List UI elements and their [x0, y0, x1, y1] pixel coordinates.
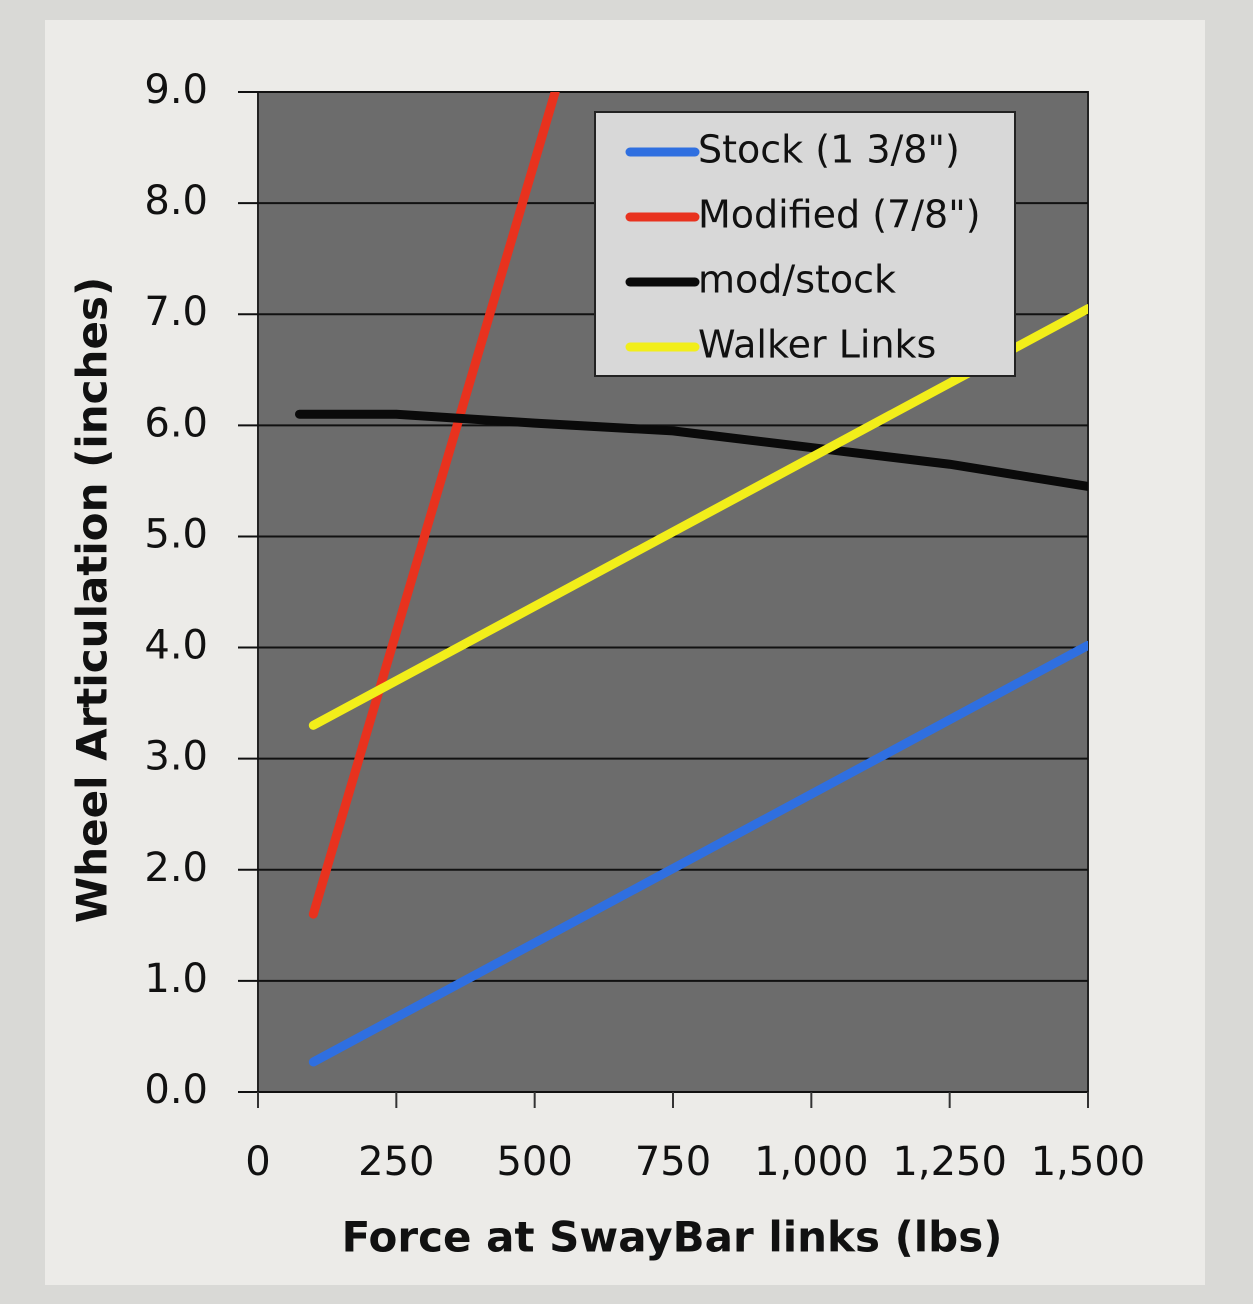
y-tick-label: 0.0	[144, 1067, 208, 1113]
x-tick-label: 250	[358, 1139, 434, 1185]
x-tick-label: 1,000	[754, 1139, 869, 1185]
y-tick-label: 1.0	[144, 956, 208, 1002]
y-tick-label: 9.0	[144, 67, 208, 113]
x-tick-label: 500	[496, 1139, 572, 1185]
y-tick-label: 6.0	[144, 400, 208, 446]
y-tick-label: 2.0	[144, 845, 208, 891]
series-line	[308, 92, 560, 919]
x-tick-label: 0	[245, 1139, 270, 1185]
y-tick-label: 7.0	[144, 289, 208, 335]
x-tick-label: 750	[635, 1139, 711, 1185]
y-tick-label: 4.0	[144, 623, 208, 669]
x-tick-label: 1,250	[892, 1139, 1007, 1185]
series-line	[308, 304, 1088, 730]
legend-label: Walker Links	[698, 323, 936, 367]
y-tick-label: 3.0	[144, 734, 208, 780]
x-tick-label: 1,500	[1031, 1139, 1146, 1185]
legend-label: Stock (1 3/8")	[698, 128, 960, 172]
x-axis-label: Force at SwayBar links (lbs)	[342, 1213, 1003, 1262]
series-line	[295, 409, 1088, 491]
series-line	[308, 640, 1088, 1067]
y-tick-label: 8.0	[144, 178, 208, 224]
series-layer	[295, 92, 1088, 1067]
y-axis-label: Wheel Articulation (inches)	[68, 277, 117, 923]
legend-label: Modified (7/8")	[698, 193, 981, 237]
y-tick-label: 5.0	[144, 511, 208, 557]
legend-label: mod/stock	[698, 258, 896, 302]
